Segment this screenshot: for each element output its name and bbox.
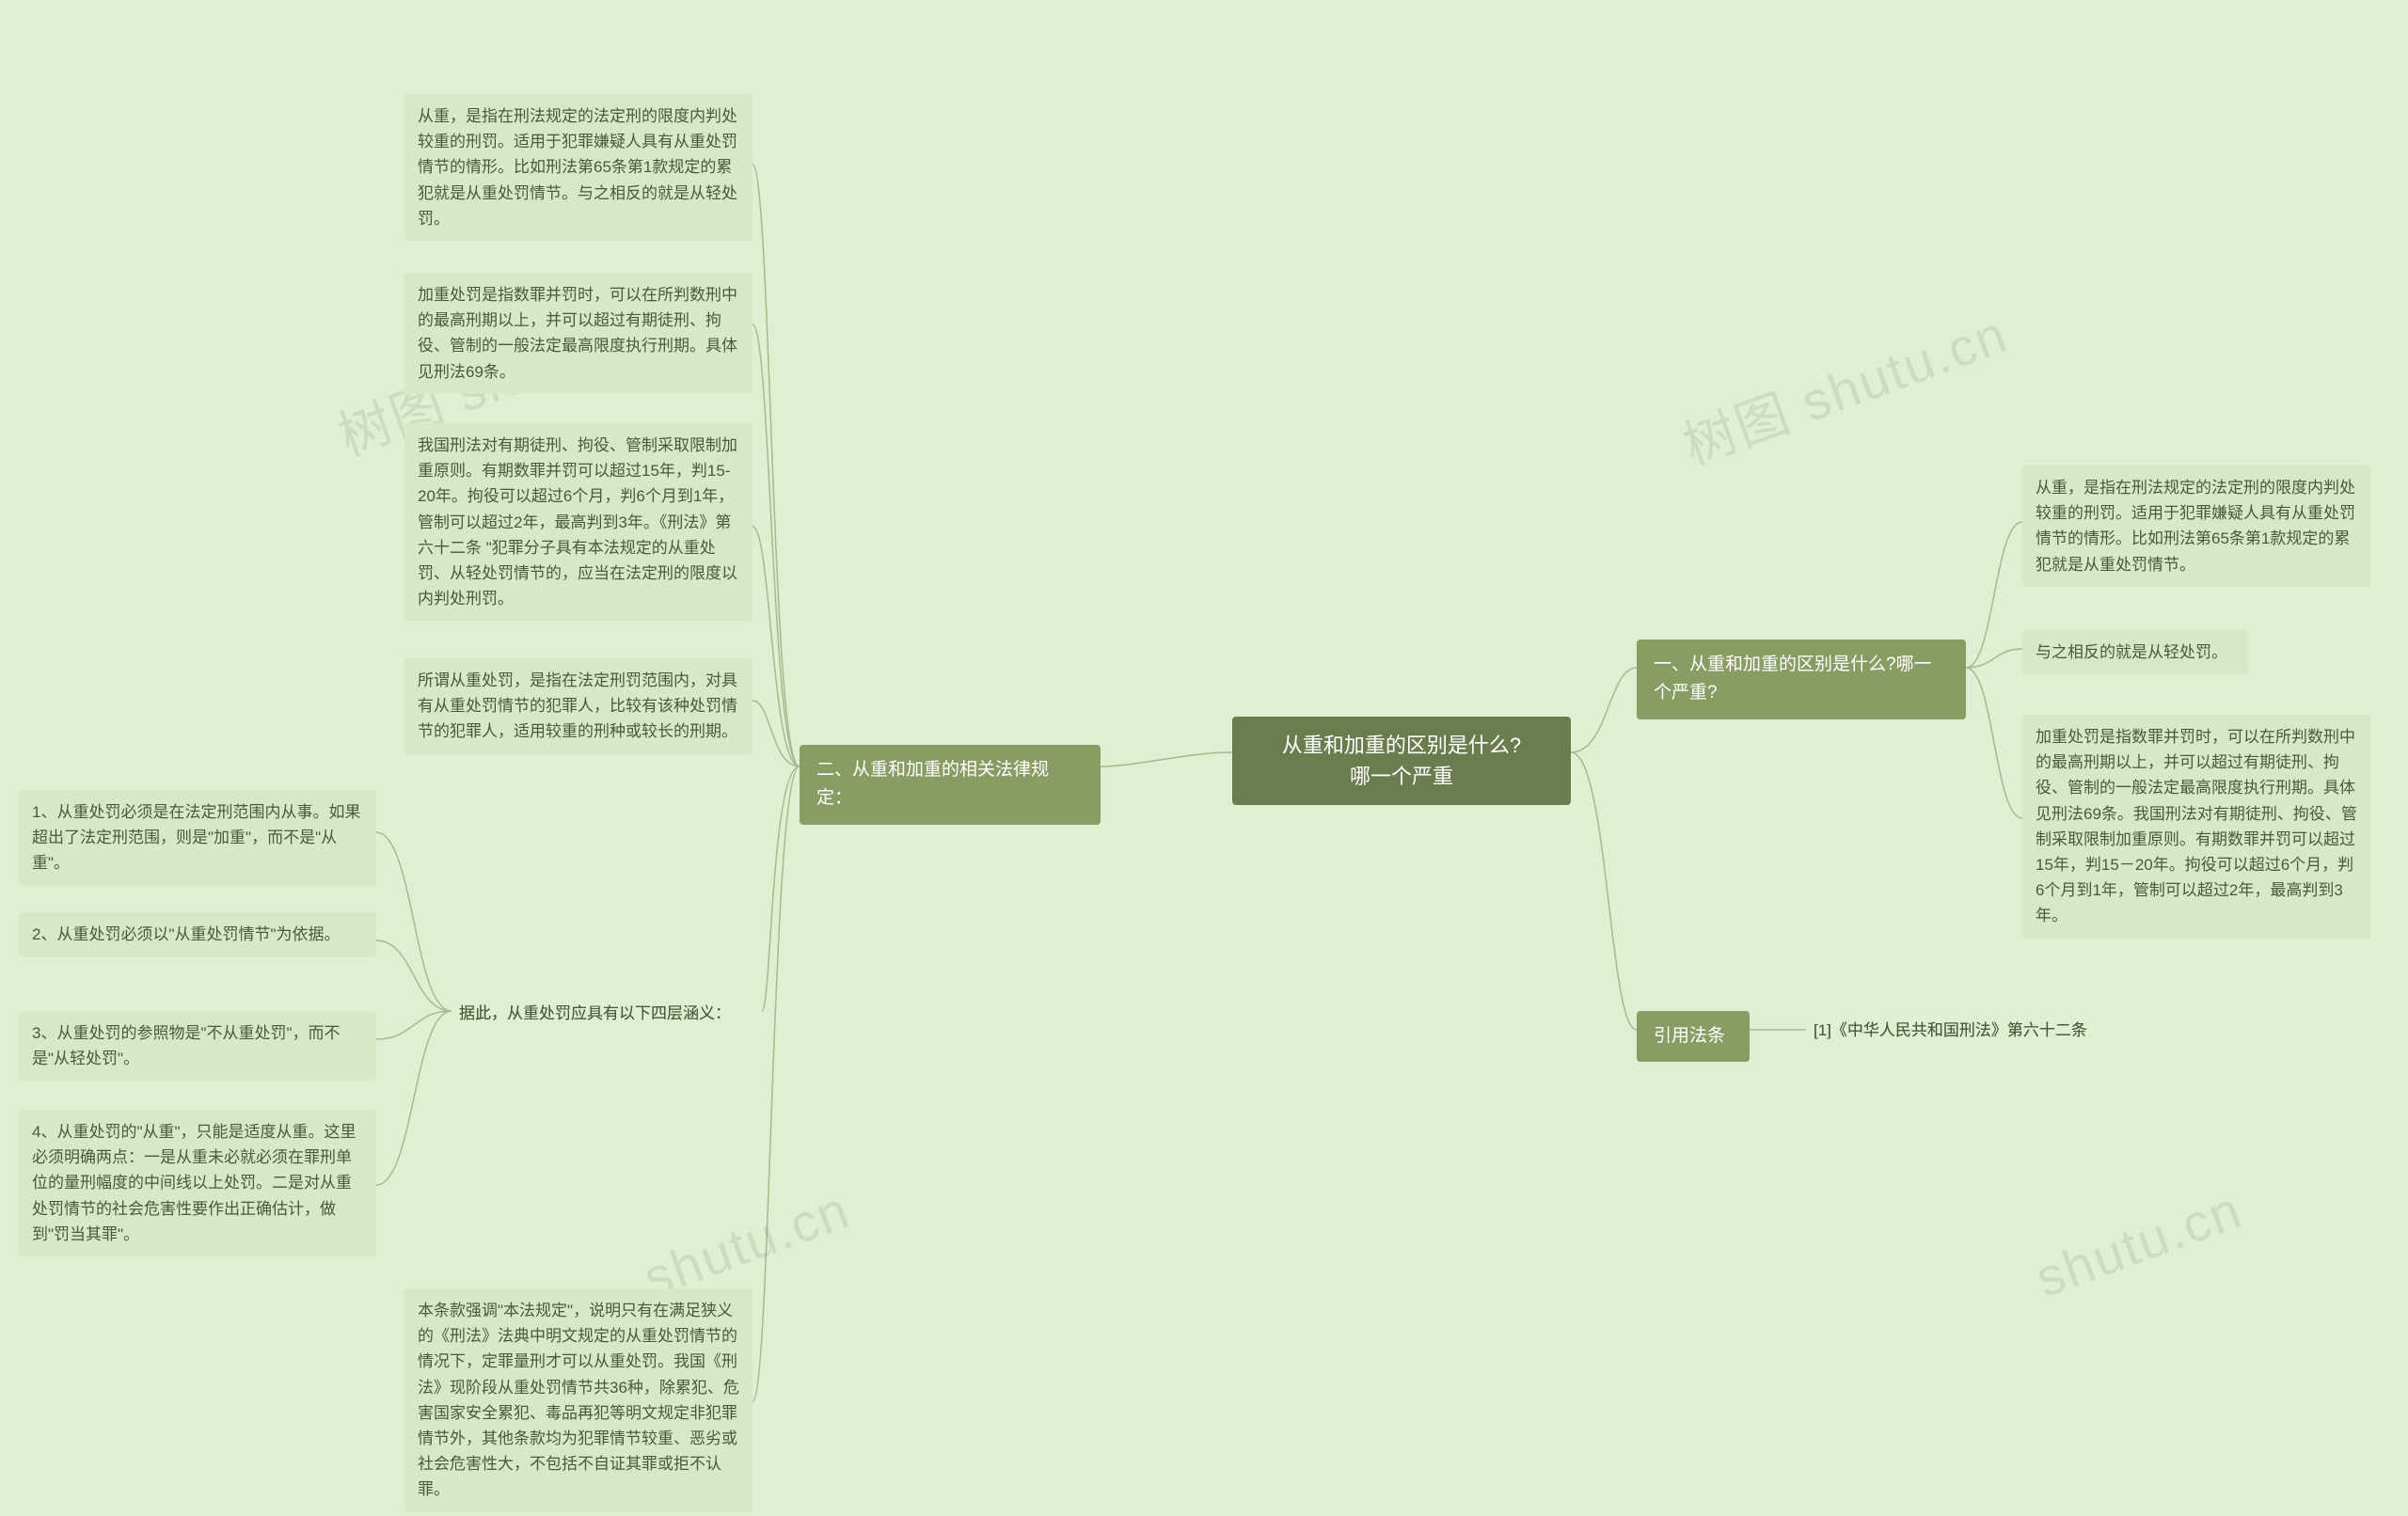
leaf-node: 从重，是指在刑法规定的法定刑的限度内判处较重的刑罚。适用于犯罪嫌疑人具有从重处罚… — [404, 94, 752, 241]
branch-node: 一、从重和加重的区别是什么?哪一个严重? — [1637, 640, 1966, 719]
leaf-node: [1]《中华人民共和国刑法》第六十二条 — [1806, 1014, 2135, 1047]
branch-node: 二、从重和加重的相关法律规定： — [800, 745, 1101, 825]
leaf-node: 加重处罚是指数罪并罚时，可以在所判数刑中的最高刑期以上，并可以超过有期徒刑、拘役… — [404, 273, 752, 394]
watermark: shutu.cn — [2028, 1178, 2250, 1309]
leaf-node: 据此，从重处罚应具有以下四层涵义： — [452, 997, 762, 1030]
watermark: 树图 shutu.cn — [1671, 292, 2017, 481]
leaf-node: 从重，是指在刑法规定的法定刑的限度内判处较重的刑罚。适用于犯罪嫌疑人具有从重处罚… — [2022, 466, 2370, 587]
leaf-node: 2、从重处罚必须以"从重处罚情节"为依据。 — [19, 912, 376, 956]
leaf-node: 加重处罚是指数罪并罚时，可以在所判数刑中的最高刑期以上，并可以超过有期徒刑、拘役… — [2022, 715, 2370, 939]
leaf-node: 本条款强调"本法规定"，说明只有在满足狭义的《刑法》法典中明文规定的从重处罚情节… — [404, 1288, 752, 1512]
leaf-node: 1、从重处罚必须是在法定刑范围内从事。如果超出了法定刑范围，则是"加重"，而不是… — [19, 790, 376, 886]
leaf-node: 4、从重处罚的"从重"，只能是适度从重。这里必须明确两点：一是从重未必就必须在罪… — [19, 1110, 376, 1256]
leaf-node: 3、从重处罚的参照物是"不从重处罚"，而不是"从轻处罚"。 — [19, 1011, 376, 1081]
leaf-node: 与之相反的就是从轻处罚。 — [2022, 630, 2248, 674]
leaf-node: 我国刑法对有期徒刑、拘役、管制采取限制加重原则。有期数罪并罚可以超过15年，判1… — [404, 423, 752, 621]
leaf-node: 所谓从重处罚，是指在法定刑罚范围内，对具有从重处罚情节的犯罪人，比较有该种处罚情… — [404, 658, 752, 754]
root-node: 从重和加重的区别是什么? 哪一个严重 — [1232, 717, 1571, 805]
branch-node: 引用法条 — [1637, 1011, 1750, 1062]
